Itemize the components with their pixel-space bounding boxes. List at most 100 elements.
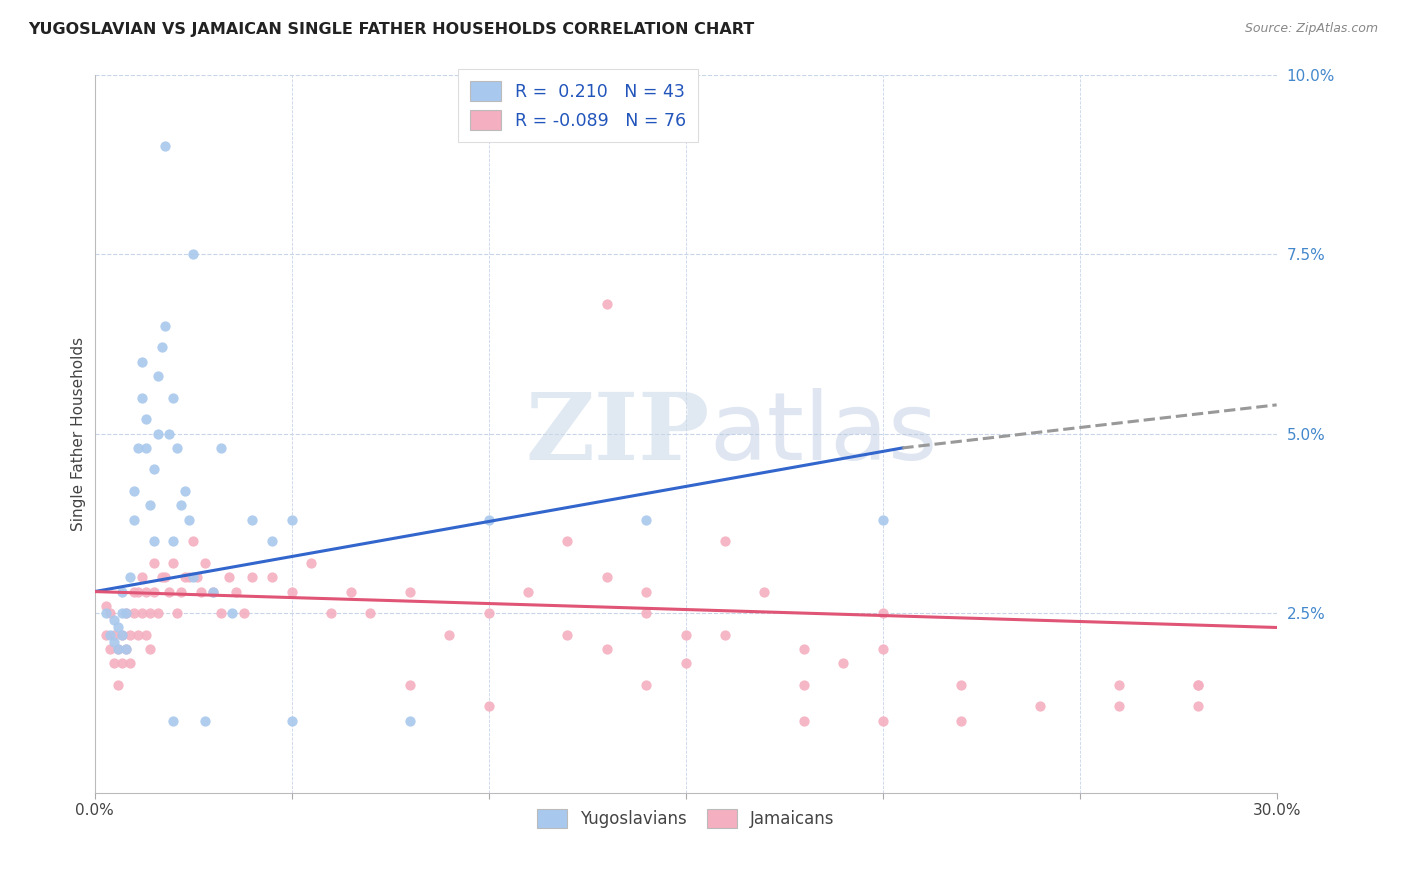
- Point: [636, 606, 658, 620]
- Point: [111, 628, 134, 642]
- Point: [127, 441, 149, 455]
- Point: [166, 441, 188, 455]
- Point: [142, 534, 165, 549]
- Point: [557, 628, 579, 642]
- Point: [714, 628, 737, 642]
- Point: [596, 297, 619, 311]
- Point: [190, 584, 212, 599]
- Point: [162, 556, 184, 570]
- Point: [166, 606, 188, 620]
- Point: [319, 606, 342, 620]
- Point: [118, 570, 141, 584]
- Point: [793, 714, 815, 728]
- Point: [299, 556, 322, 570]
- Point: [146, 426, 169, 441]
- Point: [107, 642, 129, 657]
- Point: [209, 441, 232, 455]
- Point: [240, 513, 263, 527]
- Point: [115, 606, 138, 620]
- Point: [793, 642, 815, 657]
- Point: [150, 340, 173, 354]
- Point: [103, 628, 125, 642]
- Point: [1187, 678, 1209, 692]
- Point: [194, 714, 217, 728]
- Point: [517, 584, 540, 599]
- Point: [398, 714, 420, 728]
- Point: [233, 606, 256, 620]
- Point: [675, 628, 697, 642]
- Point: [162, 714, 184, 728]
- Point: [142, 462, 165, 476]
- Point: [115, 642, 138, 657]
- Point: [218, 570, 240, 584]
- Point: [872, 513, 894, 527]
- Point: [181, 570, 204, 584]
- Point: [209, 606, 232, 620]
- Text: atlas: atlas: [709, 388, 938, 480]
- Point: [103, 657, 125, 671]
- Point: [107, 642, 129, 657]
- Point: [186, 570, 208, 584]
- Point: [131, 355, 153, 369]
- Point: [636, 678, 658, 692]
- Point: [122, 606, 145, 620]
- Point: [478, 699, 501, 714]
- Point: [194, 556, 217, 570]
- Point: [1029, 699, 1052, 714]
- Point: [754, 584, 776, 599]
- Point: [96, 628, 118, 642]
- Text: Source: ZipAtlas.com: Source: ZipAtlas.com: [1244, 22, 1378, 36]
- Point: [950, 678, 973, 692]
- Point: [111, 606, 134, 620]
- Point: [714, 534, 737, 549]
- Point: [98, 642, 121, 657]
- Point: [98, 606, 121, 620]
- Point: [135, 412, 157, 426]
- Point: [127, 584, 149, 599]
- Point: [103, 635, 125, 649]
- Point: [872, 606, 894, 620]
- Point: [280, 714, 302, 728]
- Point: [98, 628, 121, 642]
- Point: [170, 584, 193, 599]
- Point: [111, 657, 134, 671]
- Point: [111, 628, 134, 642]
- Point: [146, 369, 169, 384]
- Text: ZIP: ZIP: [524, 389, 709, 479]
- Point: [950, 714, 973, 728]
- Point: [138, 606, 160, 620]
- Point: [118, 657, 141, 671]
- Legend: Yugoslavians, Jamaicans: Yugoslavians, Jamaicans: [530, 802, 841, 835]
- Point: [1108, 699, 1130, 714]
- Point: [478, 606, 501, 620]
- Point: [596, 642, 619, 657]
- Point: [138, 642, 160, 657]
- Point: [596, 570, 619, 584]
- Point: [260, 570, 283, 584]
- Point: [260, 534, 283, 549]
- Point: [221, 606, 243, 620]
- Point: [162, 534, 184, 549]
- Point: [115, 606, 138, 620]
- Point: [162, 391, 184, 405]
- Point: [179, 513, 201, 527]
- Point: [478, 513, 501, 527]
- Point: [142, 584, 165, 599]
- Point: [201, 584, 224, 599]
- Point: [111, 584, 134, 599]
- Point: [159, 426, 181, 441]
- Point: [155, 318, 177, 333]
- Point: [131, 570, 153, 584]
- Point: [155, 570, 177, 584]
- Point: [832, 657, 855, 671]
- Point: [179, 570, 201, 584]
- Y-axis label: Single Father Households: Single Father Households: [72, 336, 86, 531]
- Point: [675, 657, 697, 671]
- Point: [107, 678, 129, 692]
- Point: [127, 628, 149, 642]
- Point: [280, 584, 302, 599]
- Point: [115, 642, 138, 657]
- Point: [1108, 678, 1130, 692]
- Point: [135, 441, 157, 455]
- Point: [280, 513, 302, 527]
